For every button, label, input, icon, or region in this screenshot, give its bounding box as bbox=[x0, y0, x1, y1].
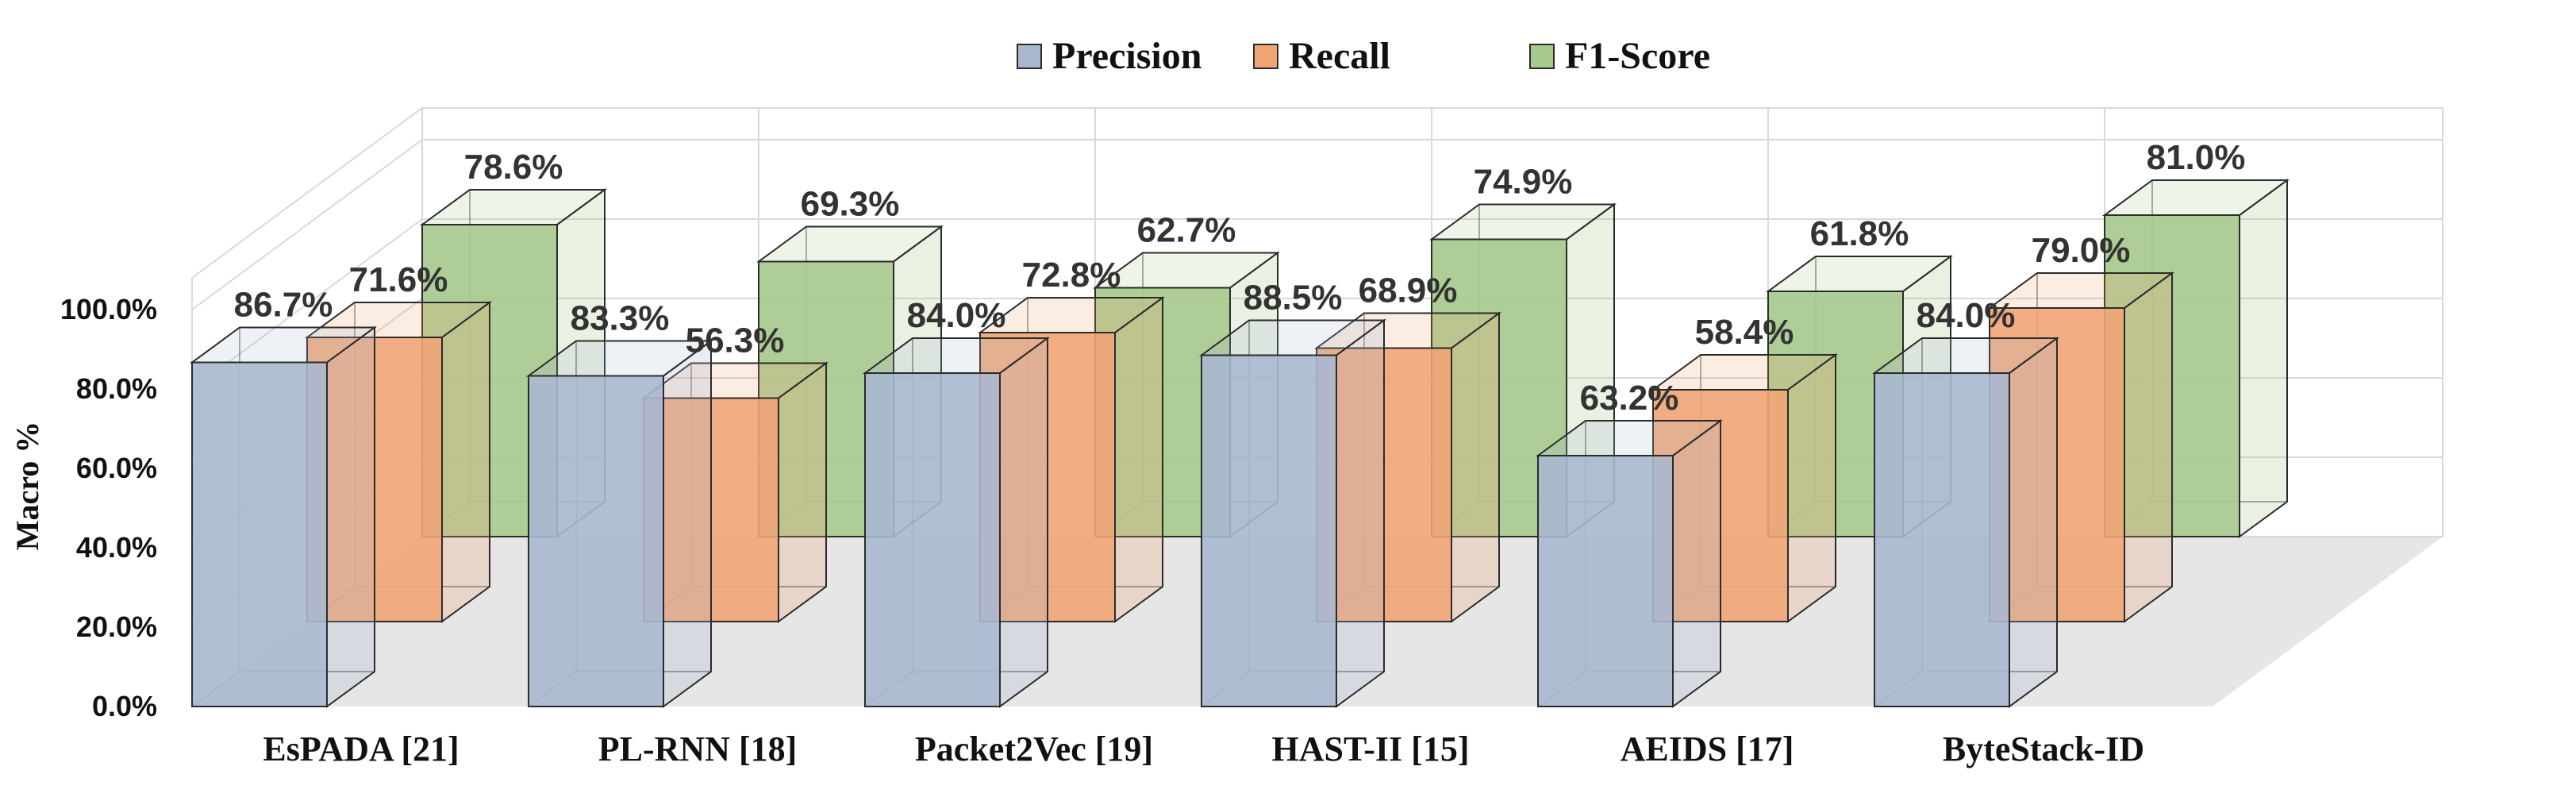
data-label: 88.5% bbox=[1244, 279, 1343, 318]
bar-front-face bbox=[1537, 455, 1674, 707]
bar-side-face bbox=[1672, 419, 1721, 708]
bar-side-face bbox=[778, 361, 827, 623]
x-axis-ticks: EsPADA [21] PL-RNN [18] Packet2Vec [19] HAS… bbox=[263, 730, 2144, 768]
legend-swatch bbox=[1253, 44, 1278, 69]
data-label: 83.3% bbox=[571, 299, 670, 338]
data-label: 71.6% bbox=[349, 260, 448, 299]
data-label: 61.8% bbox=[1810, 214, 1909, 253]
bar-side-face bbox=[2009, 337, 2058, 708]
y-tick-label: 0.0% bbox=[92, 690, 157, 722]
bar-precision bbox=[862, 337, 1051, 708]
data-label: 81.0% bbox=[2147, 138, 2246, 177]
y-axis-title: Macro % bbox=[10, 422, 45, 551]
x-tick-label: EsPADA [21] bbox=[263, 730, 459, 768]
bar-front-face bbox=[864, 372, 1001, 707]
bar-side-face bbox=[326, 325, 375, 708]
bar-side-face bbox=[1787, 353, 1836, 623]
legend-label: F1-Score bbox=[1565, 35, 1710, 77]
x-tick-label: ByteStack-ID bbox=[1943, 730, 2144, 768]
x-tick-label: Packet2Vec [19] bbox=[915, 730, 1153, 768]
legend: Precision Recall F1-Score bbox=[1017, 35, 1710, 77]
y-tick-label: 20.0% bbox=[76, 610, 157, 643]
x-tick-label: AEIDS [17] bbox=[1621, 730, 1794, 768]
data-label: 72.8% bbox=[1022, 256, 1121, 295]
data-label: 63.2% bbox=[1580, 379, 1679, 418]
y-axis-ticks: 0.0% 20.0% 40.0% 60.0% 80.0% 100.0% bbox=[60, 293, 157, 722]
data-label: 58.4% bbox=[1695, 313, 1794, 352]
x-tick-label: HAST-II [15] bbox=[1272, 730, 1470, 768]
bar-side-face bbox=[1336, 318, 1385, 708]
legend-label: Recall bbox=[1289, 35, 1390, 77]
bar-side-face bbox=[1114, 296, 1163, 623]
gridline-side bbox=[191, 139, 423, 310]
bar-side-face bbox=[2239, 179, 2288, 538]
bar-front-face bbox=[1874, 372, 2010, 707]
data-label: 78.6% bbox=[464, 148, 563, 187]
bar-side-face bbox=[1451, 311, 1500, 623]
x-tick-label: PL-RNN [18] bbox=[598, 730, 798, 768]
data-labels: 78.6% 69.3% 62.7% 74.9% 61.8% 81.0% 71.6% 56.3%… bbox=[234, 138, 2246, 418]
gridline-side bbox=[191, 218, 423, 390]
data-label: 84.0% bbox=[1917, 296, 2016, 335]
bar-f1-score bbox=[2101, 179, 2290, 538]
bar-precision bbox=[1535, 419, 1724, 708]
data-label: 74.9% bbox=[1474, 163, 1573, 202]
bar-front-face bbox=[191, 361, 328, 707]
bar-precision bbox=[1871, 337, 2060, 708]
bar-precision bbox=[1198, 318, 1387, 708]
y-tick-label: 100.0% bbox=[60, 293, 157, 325]
data-label: 68.9% bbox=[1359, 271, 1458, 310]
bar-precision bbox=[525, 339, 714, 708]
bar-series bbox=[189, 179, 2290, 708]
data-label: 86.7% bbox=[234, 286, 333, 325]
bar-side-face bbox=[441, 301, 490, 623]
bar-front-face bbox=[1201, 354, 1337, 707]
y-tick-label: 40.0% bbox=[76, 531, 157, 564]
data-label: 69.3% bbox=[801, 185, 900, 224]
y-tick-label: 60.0% bbox=[76, 452, 157, 484]
data-label: 56.3% bbox=[686, 321, 785, 360]
bar-precision bbox=[189, 325, 378, 708]
bar-side-face bbox=[2124, 271, 2173, 623]
data-label: 84.0% bbox=[907, 296, 1006, 335]
bar-side-face bbox=[663, 339, 712, 708]
legend-swatch bbox=[1017, 44, 1042, 69]
legend-label: Precision bbox=[1052, 35, 1201, 77]
legend-swatch bbox=[1529, 44, 1555, 69]
bar-front-face bbox=[528, 375, 664, 707]
y-tick-label: 80.0% bbox=[76, 372, 157, 405]
bar-side-face bbox=[999, 337, 1048, 708]
data-label: 62.7% bbox=[1137, 211, 1236, 250]
data-label: 79.0% bbox=[2032, 231, 2131, 270]
